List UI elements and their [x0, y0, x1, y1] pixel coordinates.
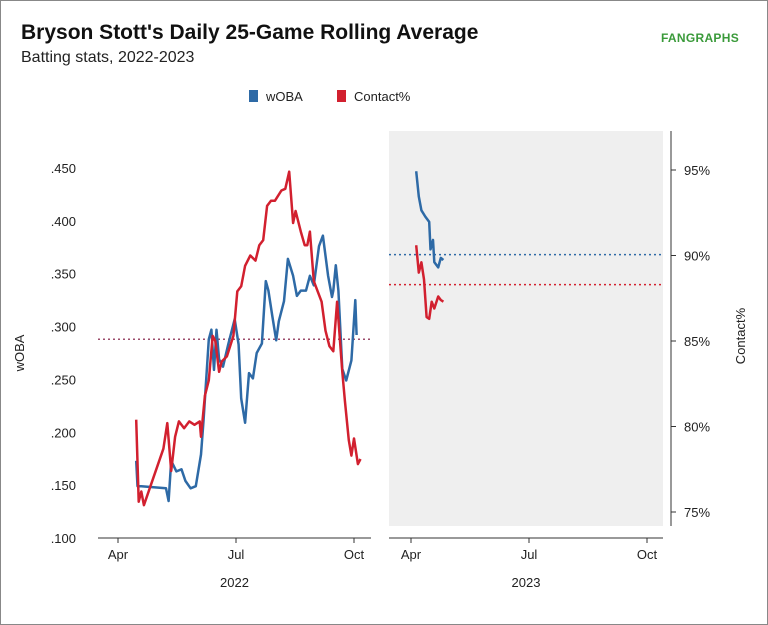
- y-left-tick-label: .350: [51, 267, 76, 282]
- series-line-woba-2022: [134, 234, 358, 503]
- x-panel-label-2023: 2023: [512, 575, 541, 590]
- y-left-tick-label: .400: [51, 214, 76, 229]
- y-left-axis-label: wOBA: [12, 334, 27, 372]
- y-right-tick-label: 75%: [684, 505, 710, 520]
- y-left-tick-label: .150: [51, 478, 76, 493]
- y-right-axis-label: Contact%: [733, 307, 748, 364]
- y-right-tick-label: 80%: [684, 420, 710, 435]
- x-tick-label: Oct: [344, 547, 365, 562]
- chart-subtitle: Batting stats, 2022-2023: [21, 49, 195, 66]
- legend-swatch-woba: [249, 90, 258, 102]
- series-line-contact-2023: [414, 245, 445, 321]
- series-line-woba-2023: [414, 171, 445, 269]
- fangraphs-logo: FANGRAPHS: [660, 31, 739, 45]
- y-left-tick-label: .300: [51, 320, 76, 335]
- y-left-tick-label: .100: [51, 531, 76, 546]
- x-tick-label: Apr: [401, 547, 422, 562]
- legend-swatch-contact: [337, 90, 346, 102]
- x-tick-label: Jul: [228, 547, 245, 562]
- y-left-tick-label: .200: [51, 425, 76, 440]
- chart-title: Bryson Stott's Daily 25-Game Rolling Ave…: [21, 21, 479, 44]
- y-right-tick-label: 90%: [684, 249, 710, 264]
- y-right-tick-label: 85%: [684, 334, 710, 349]
- y-left-tick-label: .450: [51, 161, 76, 176]
- series-line-contact-2022: [134, 170, 362, 507]
- x-tick-label: Apr: [108, 547, 129, 562]
- panel-background-2023: [389, 131, 663, 526]
- y-right-tick-label: 95%: [684, 163, 710, 178]
- legend-label-woba: wOBA: [265, 89, 303, 104]
- x-tick-label: Jul: [521, 547, 538, 562]
- y-left-tick-label: .250: [51, 372, 76, 387]
- legend-label-contact: Contact%: [354, 89, 411, 104]
- x-panel-label-2022: 2022: [220, 575, 249, 590]
- x-tick-label: Oct: [637, 547, 658, 562]
